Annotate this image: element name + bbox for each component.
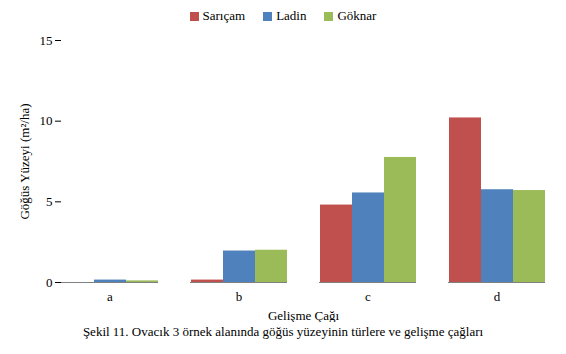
svg-text:5: 5 — [46, 194, 53, 209]
html-text:Göknar: Göknar — [337, 8, 377, 23]
svg-text:15: 15 — [40, 33, 53, 48]
svg-text:d: d — [494, 289, 501, 304]
svg-text:Gelişme Çağı: Gelişme Çağı — [268, 308, 340, 323]
svg-text:a: a — [107, 289, 113, 304]
svg-text:Göğüs Yüzeyi (m²/ha): Göğüs Yüzeyi (m²/ha) — [17, 103, 32, 219]
svg-text:10: 10 — [40, 113, 53, 128]
html-text:Sarıçam: Sarıçam — [202, 8, 246, 23]
svg-text:0: 0 — [46, 275, 53, 290]
svg-text:c: c — [365, 289, 371, 304]
html-text:Şekil 11. Ovacık 3 örnek alanı: Şekil 11. Ovacık 3 örnek alanında göğüs … — [82, 324, 484, 339]
html-text:Ladin: Ladin — [276, 8, 307, 23]
svg-text:b: b — [236, 289, 243, 304]
